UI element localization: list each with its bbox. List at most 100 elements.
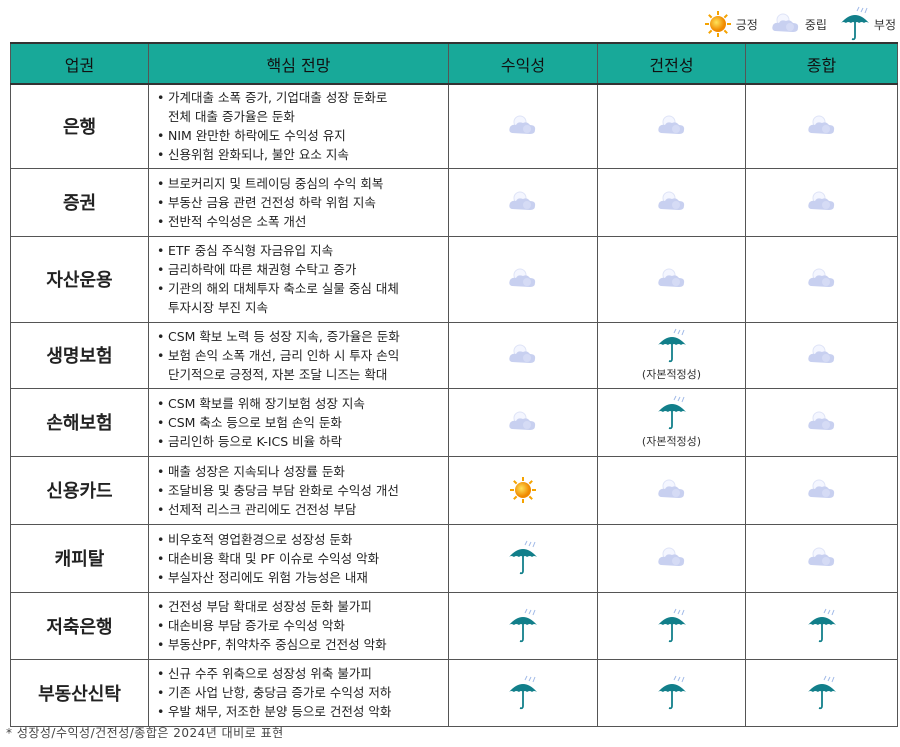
legend-label: 중립: [804, 17, 827, 32]
table-row: 손해보험 CSM 확보를 위해 장기보험 성장 지속CSM 축소 등으로 보험 …: [10, 387, 898, 457]
umbrella-icon: [656, 608, 688, 642]
profitability-cell: [448, 658, 598, 727]
sector-name: 자산운용: [10, 235, 149, 323]
umbrella-icon: [507, 608, 539, 642]
soundness-cell: [597, 167, 746, 237]
table-row: 캐피탈 비우호적 영업환경으로 성장성 둔화대손비용 확대 및 PF 이슈로 수…: [10, 523, 898, 593]
outlook-item: 조달비용 및 충당금 부담 완화로 수익성 개선: [157, 481, 440, 500]
outlook-cell: 신규 수주 위축으로 성장성 위축 불가피기존 사업 난항, 충당금 증가로 수…: [148, 658, 449, 727]
cloud-icon: [806, 547, 838, 567]
outlook-item: 부실자산 정리에도 위험 가능성은 내재: [157, 568, 440, 587]
outlook-item: 비우호적 영업환경으로 성장성 둔화: [157, 530, 440, 549]
overall-cell: [745, 83, 898, 169]
cloud-icon: [507, 411, 539, 431]
cloud-icon: [806, 191, 838, 211]
sector-name: 증권: [10, 167, 149, 237]
cloud-icon: [806, 115, 838, 135]
legend-label: 긍정: [735, 17, 758, 32]
overall-cell: [745, 658, 898, 727]
outlook-item: NIM 완만한 하락에도 수익성 유지: [157, 126, 440, 145]
cloud-icon: [656, 268, 688, 288]
sun-icon: [508, 477, 538, 503]
profitability-cell: [448, 235, 598, 323]
overall-cell: [745, 591, 898, 660]
outlook-item: 대손비용 부담 증가로 수익성 악화: [157, 616, 440, 635]
cloud-icon: [656, 115, 688, 135]
umbrella-icon: [839, 6, 871, 42]
umbrella-icon: [656, 328, 688, 363]
outlook-item: 기존 사업 난항, 충당금 증가로 수익성 저하: [157, 683, 440, 702]
outlook-item: 단기적으로 긍정적, 자본 조달 니즈는 확대: [168, 366, 388, 382]
profitability-cell: [448, 591, 598, 660]
outlook-item: 부동산 금융 관련 건전성 하락 위험 지속: [157, 193, 440, 212]
outlook-cell: 비우호적 영업환경으로 성장성 둔화대손비용 확대 및 PF 이슈로 수익성 악…: [148, 523, 449, 593]
soundness-cell: [597, 83, 746, 169]
outlook-cell: ETF 중심 주식형 자금유입 지속금리하락에 따른 채권형 수탁고 증가기관의…: [148, 235, 449, 323]
table-row: 저축은행 건전성 부담 확대로 성장성 둔화 불가피대손비용 부담 증가로 수익…: [10, 591, 898, 660]
umbrella-icon: [507, 540, 539, 575]
outlook-cell: 매출 성장은 지속되나 성장률 둔화조달비용 및 충당금 부담 완화로 수익성 …: [148, 455, 449, 525]
outlook-item: 보험 손익 소폭 개선, 금리 인하 시 투자 손익: [157, 346, 440, 365]
sector-name: 은행: [10, 83, 149, 169]
overall-cell: [745, 235, 898, 323]
table-row: 신용카드 매출 성장은 지속되나 성장률 둔화조달비용 및 충당금 부담 완화로…: [10, 455, 898, 525]
table-row: 생명보험 CSM 확보 노력 등 성장 지속, 증가율은 둔화보험 손익 소폭 …: [10, 321, 898, 389]
profitability-cell: [448, 387, 598, 457]
cloud-icon: [507, 191, 539, 211]
cloud-icon: [507, 268, 539, 288]
outlook-item: 가계대출 소폭 증가, 기업대출 성장 둔화로: [157, 88, 440, 107]
umbrella-icon: [507, 675, 539, 709]
cloud-icon: [507, 344, 539, 364]
outlook-item: 투자시장 부진 지속: [168, 300, 268, 315]
overall-cell: [745, 321, 898, 389]
umbrella-icon: [656, 675, 688, 709]
sector-name: 저축은행: [10, 591, 149, 660]
outlook-cell: 건전성 부담 확대로 성장성 둔화 불가피대손비용 부담 증가로 수익성 악화부…: [148, 591, 449, 660]
soundness-cell: [597, 658, 746, 727]
outlook-table: 업권 핵심 전망 수익성 건전성 종합 은행 가계대출 소폭 증가, 기업대출 …: [10, 42, 898, 727]
umbrella-icon: [806, 675, 838, 709]
overall-cell: [745, 523, 898, 593]
cloud-icon: [656, 547, 688, 567]
cloud-icon: [656, 479, 688, 499]
outlook-item: 부동산PF, 취약차주 중심으로 건전성 악화: [157, 635, 440, 654]
cloud-icon: [806, 268, 838, 288]
sector-name: 손해보험: [10, 387, 149, 457]
profitability-cell: [448, 167, 598, 237]
legend-item: 긍정: [703, 9, 758, 39]
cloud-icon: [656, 191, 688, 211]
footnote: * 성장성/수익성/건전성/종합은 2024년 대비로 표현: [6, 726, 284, 740]
table-row: 증권 브로커리지 및 트레이딩 중심의 수익 회복부동산 금융 관련 건전성 하…: [10, 167, 898, 237]
profitability-cell: [448, 83, 598, 169]
outlook-item: 전체 대출 증가율은 둔화: [168, 109, 295, 125]
outlook-cell: 브로커리지 및 트레이딩 중심의 수익 회복부동산 금융 관련 건전성 하락 위…: [148, 167, 449, 237]
outlook-item: 기관의 해외 대체투자 축소로 실물 중심 대체: [157, 279, 440, 298]
profitability-cell: [448, 321, 598, 389]
outlook-item: 브로커리지 및 트레이딩 중심의 수익 회복: [157, 174, 440, 193]
icon-note: (자본적정성): [641, 435, 702, 448]
umbrella-icon: [656, 395, 688, 430]
sector-name: 부동산신탁: [10, 658, 149, 727]
header-overall: 종합: [745, 42, 898, 85]
soundness-cell: [597, 523, 746, 593]
soundness-cell: [597, 235, 746, 323]
header-outlook: 핵심 전망: [148, 42, 449, 85]
overall-cell: [745, 167, 898, 237]
outlook-item: 매출 성장은 지속되나 성장률 둔화: [157, 462, 440, 481]
profitability-cell: [448, 455, 598, 525]
cloud-icon: [507, 115, 539, 135]
legend-item: 부정: [839, 6, 896, 42]
outlook-item: CSM 확보 노력 등 성장 지속, 증가율은 둔화: [157, 327, 440, 346]
umbrella-icon: [806, 608, 838, 642]
outlook-item: 대손비용 확대 및 PF 이슈로 수익성 악화: [157, 549, 440, 568]
outlook-cell: CSM 확보 노력 등 성장 지속, 증가율은 둔화보험 손익 소폭 개선, 금…: [148, 321, 449, 389]
sun-icon: [703, 9, 733, 39]
soundness-cell: (자본적정성): [597, 321, 746, 389]
outlook-item: ETF 중심 주식형 자금유입 지속: [157, 241, 440, 260]
outlook-cell: CSM 확보를 위해 장기보험 성장 지속CSM 축소 등으로 보험 손익 둔화…: [148, 387, 449, 457]
cloud-icon: [806, 344, 838, 364]
outlook-item: 신용위험 완화되나, 불안 요소 지속: [157, 145, 440, 164]
legend-item: 중립: [770, 11, 827, 37]
